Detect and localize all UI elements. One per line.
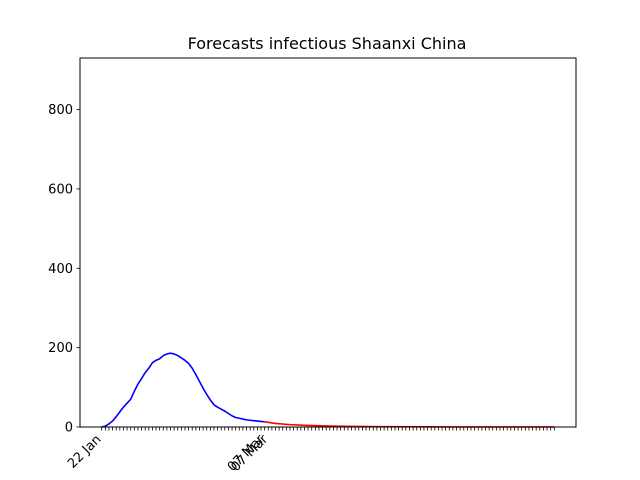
y-tick-label: 0 xyxy=(65,421,73,436)
y-tick-label: 600 xyxy=(48,182,73,197)
observed-series-line xyxy=(101,352,265,428)
forecast-series-line xyxy=(264,421,555,428)
y-tick-label: 800 xyxy=(48,103,73,118)
chart-title: Forecasts infectious Shaanxi China xyxy=(188,34,467,53)
y-axis: 0 200 400 600 800 xyxy=(48,103,80,436)
x-tick-label: 22 Jan xyxy=(65,432,104,471)
y-tick-label: 200 xyxy=(48,341,73,356)
plot-frame xyxy=(79,57,577,428)
y-tick-label: 400 xyxy=(48,262,73,277)
series-layer xyxy=(101,352,555,428)
